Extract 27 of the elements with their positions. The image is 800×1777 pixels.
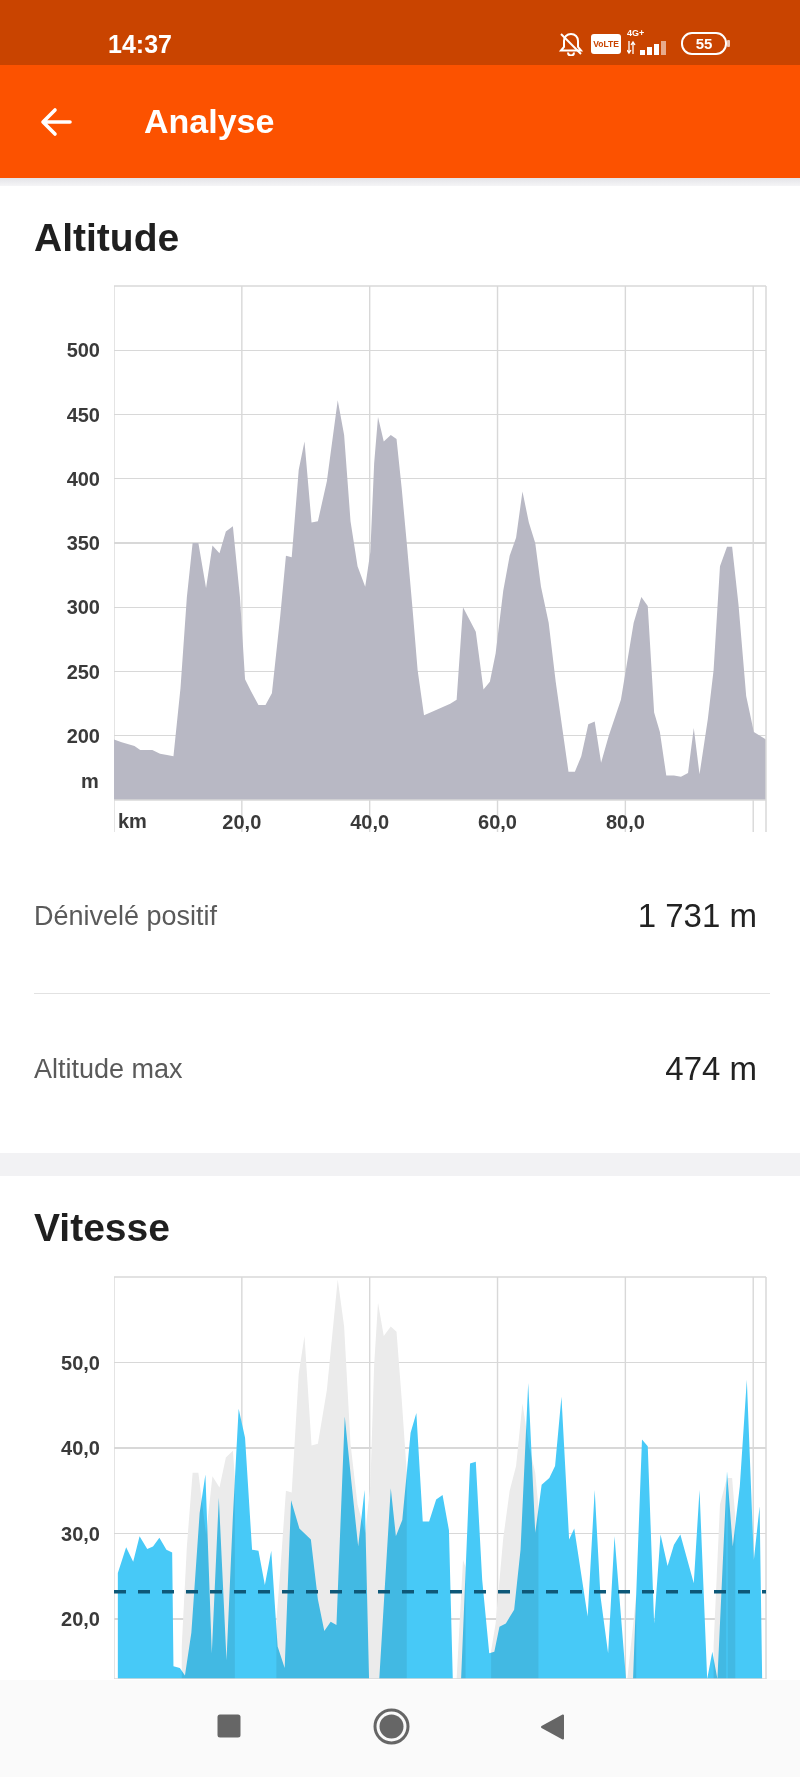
y-tick-label: 200 [66,724,100,747]
y-tick-label: 450 [66,403,100,426]
text: 474 m [665,1049,757,1089]
y-tick-label: 250 [66,660,100,683]
x-tick-label: 20,0 [222,811,262,833]
y-tick-label: 300 [66,596,100,619]
x-tick-label: 60,0 [478,811,517,833]
x-axis-title: km [118,810,147,832]
y-axis-title: m [81,770,99,792]
text: 1 731 m [637,896,757,936]
text: 4G+ [627,28,645,39]
y-tick-label: 50,0 [61,1351,100,1374]
y-tick-label: 20,0 [61,1608,100,1631]
chart-title: Vitesse [34,1205,170,1251]
y-tick-label: 350 [66,532,100,554]
x-tick-label: 40,0 [350,811,390,833]
text: Dénivelé positif [34,900,218,933]
y-tick-label: 400 [66,467,100,490]
text: Altitude max [34,1053,183,1086]
y-tick-label: 30,0 [61,1522,100,1545]
text: Analyse [144,101,275,142]
y-tick-label: 500 [66,339,100,362]
chart-title: Altitude [34,215,180,261]
text: 14:37 [108,30,172,58]
y-tick-label: 40,0 [61,1437,100,1460]
text: VoLTE [591,34,621,54]
x-tick-label: 80,0 [605,811,645,833]
